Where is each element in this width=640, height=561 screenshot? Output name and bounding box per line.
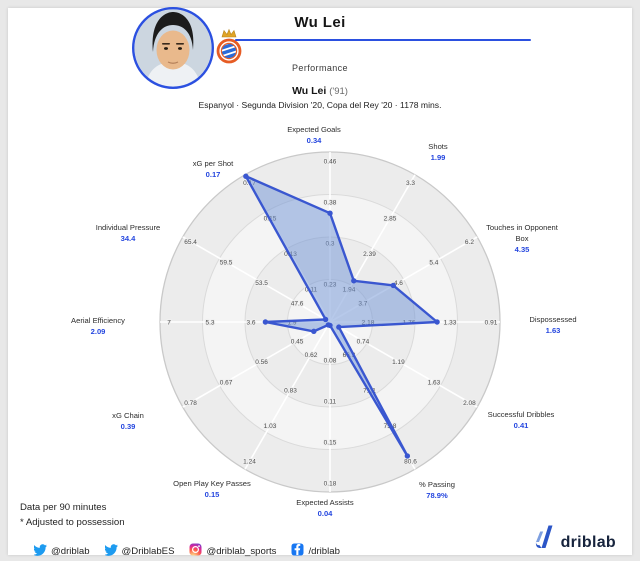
- svg-text:0.62: 0.62: [305, 352, 318, 359]
- svg-text:1.24: 1.24: [243, 459, 256, 466]
- svg-text:1.99: 1.99: [431, 153, 446, 162]
- footnote-line1: Data per 90 minutes: [20, 502, 107, 513]
- player-name-line: Wu Lei ('91): [8, 85, 632, 97]
- player-year: ('91): [329, 86, 348, 97]
- svg-text:59.5: 59.5: [220, 259, 233, 266]
- social-instagram[interactable]: @driblab_sports: [189, 543, 276, 559]
- svg-text:2.85: 2.85: [384, 215, 397, 222]
- svg-text:0.11: 0.11: [324, 398, 337, 405]
- svg-text:3.6: 3.6: [246, 319, 255, 326]
- svg-text:Expected Goals: Expected Goals: [287, 125, 341, 134]
- svg-text:0.15: 0.15: [205, 490, 221, 499]
- svg-text:1.03: 1.03: [264, 423, 277, 430]
- espanyol-crest-icon: [212, 28, 246, 68]
- player-photo-avatar: [125, 0, 221, 96]
- svg-text:0.45: 0.45: [291, 338, 304, 345]
- svg-text:0.74: 0.74: [357, 338, 370, 345]
- svg-text:0.41: 0.41: [514, 421, 530, 430]
- svg-text:xG Chain: xG Chain: [112, 411, 144, 420]
- svg-text:xG per Shot: xG per Shot: [193, 159, 234, 168]
- svg-text:Aerial Efficiency: Aerial Efficiency: [71, 316, 125, 325]
- svg-text:0.78: 0.78: [184, 400, 197, 407]
- radar-chart: 0.460.380.30.233.32.852.391.946.25.44.63…: [71, 125, 577, 518]
- infographic-card: Wu Lei Performance Wu Lei ('91) Espanyol…: [8, 7, 632, 557]
- svg-text:Dispossessed: Dispossessed: [529, 315, 576, 324]
- social-handle: /driblab: [308, 545, 340, 557]
- svg-text:0.67: 0.67: [220, 379, 233, 386]
- twitter-icon: [103, 543, 118, 559]
- svg-text:% Passing: % Passing: [419, 480, 455, 489]
- svg-text:1.63: 1.63: [428, 379, 441, 386]
- svg-text:0.34: 0.34: [307, 136, 323, 145]
- svg-text:1.63: 1.63: [546, 326, 561, 335]
- svg-text:0.15: 0.15: [324, 439, 337, 446]
- performance-label: Performance: [292, 63, 348, 73]
- svg-text:0.39: 0.39: [121, 422, 136, 431]
- social-facebook[interactable]: /driblab: [291, 543, 340, 559]
- svg-text:5.3: 5.3: [205, 319, 214, 326]
- driblab-logo-mark-icon: [531, 524, 556, 555]
- svg-text:1.19: 1.19: [392, 359, 405, 366]
- social-bar: @driblab @DriblabES @driblab_spo: [32, 543, 340, 559]
- svg-text:53.5: 53.5: [255, 280, 268, 287]
- svg-text:2.09: 2.09: [91, 327, 106, 336]
- footnote-line2: * Adjusted to possession: [20, 517, 125, 528]
- player-meta-line: Espanyol · Segunda Division '20, Copa de…: [198, 100, 442, 110]
- svg-text:Touches in Opponent: Touches in Opponent: [486, 223, 559, 232]
- svg-text:0.17: 0.17: [206, 170, 221, 179]
- svg-text:Box: Box: [515, 234, 528, 243]
- svg-text:0.38: 0.38: [324, 199, 337, 206]
- svg-text:0.18: 0.18: [324, 480, 337, 487]
- instagram-icon: [189, 543, 202, 559]
- svg-text:0.08: 0.08: [324, 357, 337, 364]
- svg-text:1.33: 1.33: [444, 319, 457, 326]
- svg-text:0.83: 0.83: [284, 388, 297, 395]
- svg-text:4.6: 4.6: [394, 280, 403, 287]
- svg-text:80.6: 80.6: [404, 459, 417, 466]
- facebook-icon: [291, 543, 304, 559]
- svg-text:0.04: 0.04: [318, 509, 334, 518]
- svg-text:7: 7: [167, 319, 171, 326]
- social-handle: @DriblabES: [121, 545, 175, 557]
- svg-text:4.35: 4.35: [515, 245, 531, 254]
- page-title: Wu Lei: [294, 14, 346, 31]
- twitter-icon: [32, 543, 47, 559]
- svg-text:0.56: 0.56: [255, 359, 268, 366]
- svg-text:65.4: 65.4: [184, 239, 197, 246]
- social-handle: @driblab: [51, 545, 90, 557]
- svg-text:47.6: 47.6: [291, 300, 304, 307]
- svg-text:Individual Pressure: Individual Pressure: [96, 223, 161, 232]
- footnotes: Data per 90 minutes * Adjusted to posses…: [20, 500, 125, 530]
- svg-text:6.2: 6.2: [465, 239, 474, 246]
- social-twitter-driblab[interactable]: @driblab: [32, 543, 90, 559]
- svg-text:2.08: 2.08: [463, 400, 476, 407]
- svg-text:5.4: 5.4: [429, 259, 438, 266]
- svg-text:Successful Dribbles: Successful Dribbles: [488, 410, 555, 419]
- svg-text:0.91: 0.91: [485, 319, 498, 326]
- svg-text:Shots: Shots: [428, 142, 448, 151]
- svg-text:Expected Assists: Expected Assists: [296, 498, 354, 507]
- svg-text:0.46: 0.46: [324, 158, 337, 165]
- svg-text:78.9%: 78.9%: [426, 491, 448, 500]
- svg-text:3.3: 3.3: [406, 180, 415, 187]
- player-name: Wu Lei: [292, 85, 327, 97]
- driblab-logo-text: driblab: [560, 534, 616, 551]
- social-handle: @driblab_sports: [206, 545, 277, 557]
- svg-text:Open Play Key Passes: Open Play Key Passes: [173, 479, 251, 488]
- header-divider: [235, 39, 531, 42]
- social-twitter-driblabes[interactable]: @DriblabES: [103, 543, 175, 559]
- svg-text:34.4: 34.4: [121, 234, 137, 243]
- driblab-logo: driblab: [531, 524, 616, 555]
- svg-text:2.39: 2.39: [363, 251, 376, 258]
